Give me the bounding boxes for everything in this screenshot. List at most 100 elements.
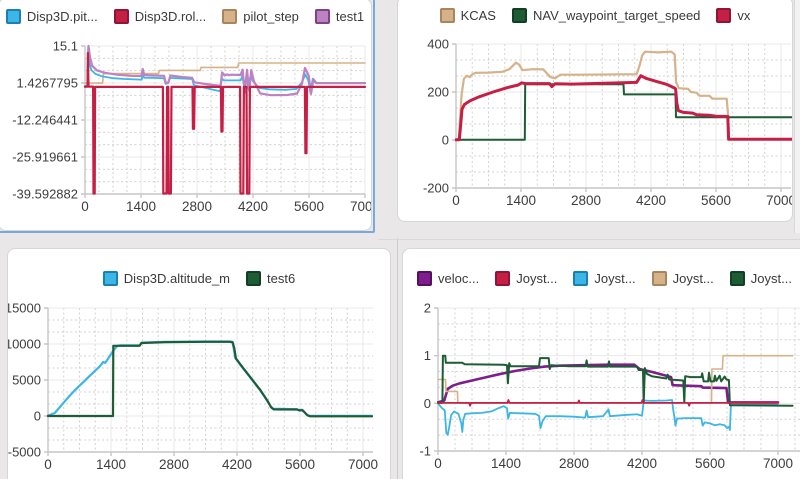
legend-label: Joyst... [594, 271, 636, 286]
plot-svg[interactable]: 0 1400 2800 4200 5600 7000150001000050000-500… [8, 249, 391, 479]
y-tick-label: 5000 [12, 373, 41, 388]
x-tick-label: 4200 [238, 199, 268, 214]
x-tick-label: 2800 [559, 456, 589, 471]
series-line [455, 50, 730, 141]
plot-svg[interactable]: 0 1400 2800 4200 5600 7000 15.1 1.4267795 -12.24… [0, 0, 372, 231]
y-tick-label: 0 [442, 133, 449, 148]
series-line [437, 354, 794, 404]
y-tick-label: 15000 [8, 301, 41, 316]
legend-swatch-icon [651, 271, 667, 286]
x-tick-label: 7000 [348, 457, 378, 472]
y-tick-label: -25.919661 [12, 150, 78, 165]
x-tick-label: 2800 [571, 193, 601, 208]
x-tick-label: 2800 [159, 457, 189, 472]
legend-label: vx [737, 8, 751, 23]
legend-swatch-icon [417, 271, 433, 286]
x-tick-label: 1400 [126, 199, 156, 214]
x-tick-label: 0 [44, 457, 52, 472]
series-line [437, 399, 779, 436]
legend-item[interactable]: test6 [246, 271, 295, 286]
panel-splitter-horizontal[interactable] [378, 239, 800, 240]
legend-item[interactable]: test1 [314, 9, 365, 24]
legend-swatch-icon [113, 9, 129, 24]
series-line [47, 340, 374, 418]
series-line [47, 340, 374, 417]
x-tick-label: 7000 [763, 456, 793, 471]
legend-item[interactable]: Joyst... [729, 271, 792, 286]
x-tick-label: 0 [81, 199, 89, 214]
chart-legend: Disp3D.altitude_m test6 [8, 271, 390, 286]
y-tick-label: -200 [423, 181, 449, 196]
legend-swatch-icon [729, 271, 745, 286]
x-tick-label: 5600 [695, 456, 725, 471]
x-tick-label: 1400 [96, 457, 126, 472]
x-tick-label: 7000 [766, 193, 793, 208]
x-tick-label: 0 [452, 193, 460, 208]
legend-swatch-icon [102, 271, 118, 286]
y-tick-label: 10000 [8, 337, 41, 352]
y-tick-label: 15.1 [53, 39, 78, 54]
legend-swatch-icon [314, 9, 330, 24]
y-tick-label: 1.4267795 [17, 76, 78, 91]
chart-legend: Disp3D.pit... Disp3D.rol... pilot_step test… [0, 9, 371, 24]
legend-swatch-icon [511, 8, 527, 23]
x-tick-label: 1400 [506, 193, 536, 208]
series-line [437, 399, 779, 407]
series-line [455, 74, 792, 142]
legend-label: Disp3D.rol... [134, 9, 207, 24]
chart-legend: KCAS NAV_waypoint_target_speed vx [398, 8, 792, 23]
legend-item[interactable]: Joyst... [573, 271, 636, 286]
x-tick-label: 7000 [350, 199, 372, 214]
y-tick-label: 400 [427, 37, 449, 52]
legend-item[interactable]: Joyst... [651, 271, 714, 286]
legend-label: Disp3D.altitude_m [123, 271, 231, 286]
series-line [455, 83, 792, 141]
x-tick-label: 5600 [294, 199, 324, 214]
legend-swatch-icon [222, 9, 238, 24]
series-line [437, 354, 794, 407]
x-tick-label: 5600 [285, 457, 315, 472]
legend-item[interactable]: Joyst... [495, 271, 557, 286]
scrollbar-vertical[interactable] [794, 0, 800, 233]
legend-label: test1 [335, 9, 365, 24]
legend-label: test6 [267, 271, 296, 286]
series-line [84, 44, 366, 97]
x-tick-label: 4200 [636, 193, 666, 208]
series-line [84, 62, 366, 84]
y-tick-label: 1 [424, 348, 431, 363]
legend-swatch-icon [573, 271, 589, 286]
legend-item[interactable]: veloc... [417, 271, 479, 286]
legend-item[interactable]: KCAS [439, 8, 496, 23]
chart-panel-top-right[interactable]: KCAS NAV_waypoint_target_speed vx 0 1400 280… [397, 0, 793, 222]
y-tick-label: 0 [34, 409, 41, 424]
legend-item[interactable]: Disp3D.altitude_m [102, 271, 231, 286]
legend-swatch-icon [495, 271, 511, 286]
legend-item[interactable]: Disp3D.rol... [113, 9, 207, 24]
chart-panel-top-left[interactable]: Disp3D.pit... Disp3D.rol... pilot_step test… [0, 0, 372, 231]
legend-swatch-icon [439, 8, 455, 23]
legend-label: NAV_waypoint_target_speed [532, 8, 701, 23]
legend-item[interactable]: pilot_step [222, 9, 299, 24]
y-tick-label: -1 [419, 444, 431, 459]
legend-swatch-icon [5, 9, 21, 24]
legend-label: pilot_step [243, 9, 299, 24]
legend-swatch-icon [716, 8, 732, 23]
y-tick-label: -12.246441 [12, 113, 78, 128]
series-line [84, 46, 366, 93]
chart-legend: veloc... Joyst... Joyst... Joyst... Joyst... [403, 271, 800, 286]
legend-item[interactable]: vx [716, 8, 750, 23]
legend-item[interactable]: NAV_waypoint_target_speed [511, 8, 701, 23]
panel-splitter-vertical[interactable] [397, 238, 398, 479]
x-tick-label: 5600 [701, 193, 731, 208]
legend-item[interactable]: Disp3D.pit... [5, 9, 98, 24]
legend-label: KCAS [460, 8, 496, 23]
chart-panel-bottom-right[interactable]: veloc... Joyst... Joyst... Joyst... Joyst...… [402, 248, 800, 479]
x-tick-label: 2800 [182, 199, 212, 214]
y-tick-label: -39.592882 [12, 187, 78, 202]
legend-label: Disp3D.pit... [26, 9, 98, 24]
chart-panel-bottom-left[interactable]: Disp3D.altitude_m test6 0 1400 2800 4200 5600… [7, 248, 391, 479]
legend-swatch-icon [246, 271, 262, 286]
